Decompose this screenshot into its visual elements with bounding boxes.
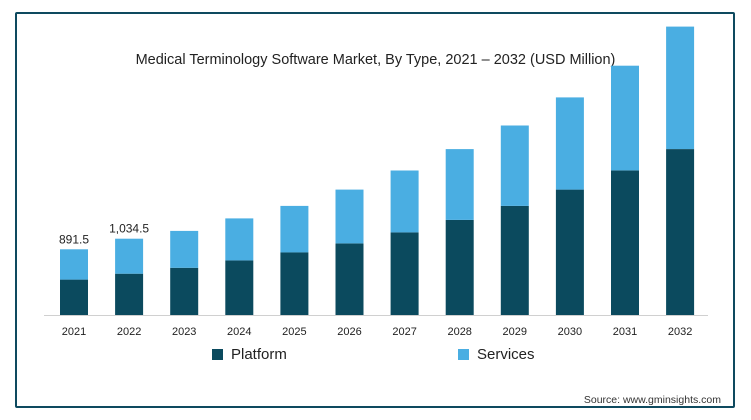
x-tick-label-2031: 2031 xyxy=(613,326,637,338)
bar-services-2029 xyxy=(500,125,529,206)
bar-services-2027 xyxy=(390,170,419,233)
bar-platform-2025 xyxy=(280,252,309,315)
bar-services-2022 xyxy=(115,238,144,274)
bar-services-2032 xyxy=(666,26,695,150)
x-tick-label-2022: 2022 xyxy=(117,326,141,338)
legend-swatch-services xyxy=(458,349,469,360)
bar-platform-2021 xyxy=(60,279,88,315)
bar-services-2028 xyxy=(445,149,474,220)
source-credit: Source: www.gminsights.com xyxy=(583,394,721,406)
bar-services-2024 xyxy=(225,218,254,261)
bar-services-2026 xyxy=(335,189,364,244)
bar-services-2021 xyxy=(60,249,88,280)
bar-platform-2022 xyxy=(115,273,144,315)
bar-services-2023 xyxy=(170,230,199,268)
bar-platform-2023 xyxy=(170,267,199,315)
legend-item-services: Services xyxy=(458,346,535,363)
x-tick-label-2028: 2028 xyxy=(447,326,471,338)
bar-services-2031 xyxy=(611,65,639,171)
bar-platform-2026 xyxy=(335,243,364,315)
bar-services-2025 xyxy=(280,205,309,253)
x-tick-label-2026: 2026 xyxy=(337,326,361,338)
bar-platform-2028 xyxy=(445,219,474,315)
x-tick-label-2025: 2025 xyxy=(282,326,306,338)
legend-label-platform: Platform xyxy=(231,346,287,363)
bar-platform-2030 xyxy=(555,189,584,315)
bar-services-2030 xyxy=(555,97,584,190)
x-tick-label-2030: 2030 xyxy=(558,326,582,338)
bar-platform-2024 xyxy=(225,260,254,315)
legend-label-services: Services xyxy=(477,346,535,363)
x-tick-label-2024: 2024 xyxy=(227,326,251,338)
chart-legend: Platform Services xyxy=(0,346,751,366)
bar-platform-2032 xyxy=(666,149,695,315)
x-tick-label-2029: 2029 xyxy=(503,326,527,338)
bar-platform-2029 xyxy=(500,205,529,315)
x-tick-label-2021: 2021 xyxy=(62,326,86,338)
x-tick-label-2023: 2023 xyxy=(172,326,196,338)
data-label-2022: 1,034.5 xyxy=(109,222,149,236)
x-tick-label-2027: 2027 xyxy=(392,326,416,338)
bar-platform-2031 xyxy=(611,170,639,315)
chart-title: Medical Terminology Software Market, By … xyxy=(135,52,616,68)
legend-swatch-platform xyxy=(212,349,223,360)
legend-item-platform: Platform xyxy=(212,346,287,363)
bar-platform-2027 xyxy=(390,232,419,315)
data-label-2021: 891.5 xyxy=(59,232,89,246)
x-tick-label-2032: 2032 xyxy=(668,326,692,338)
